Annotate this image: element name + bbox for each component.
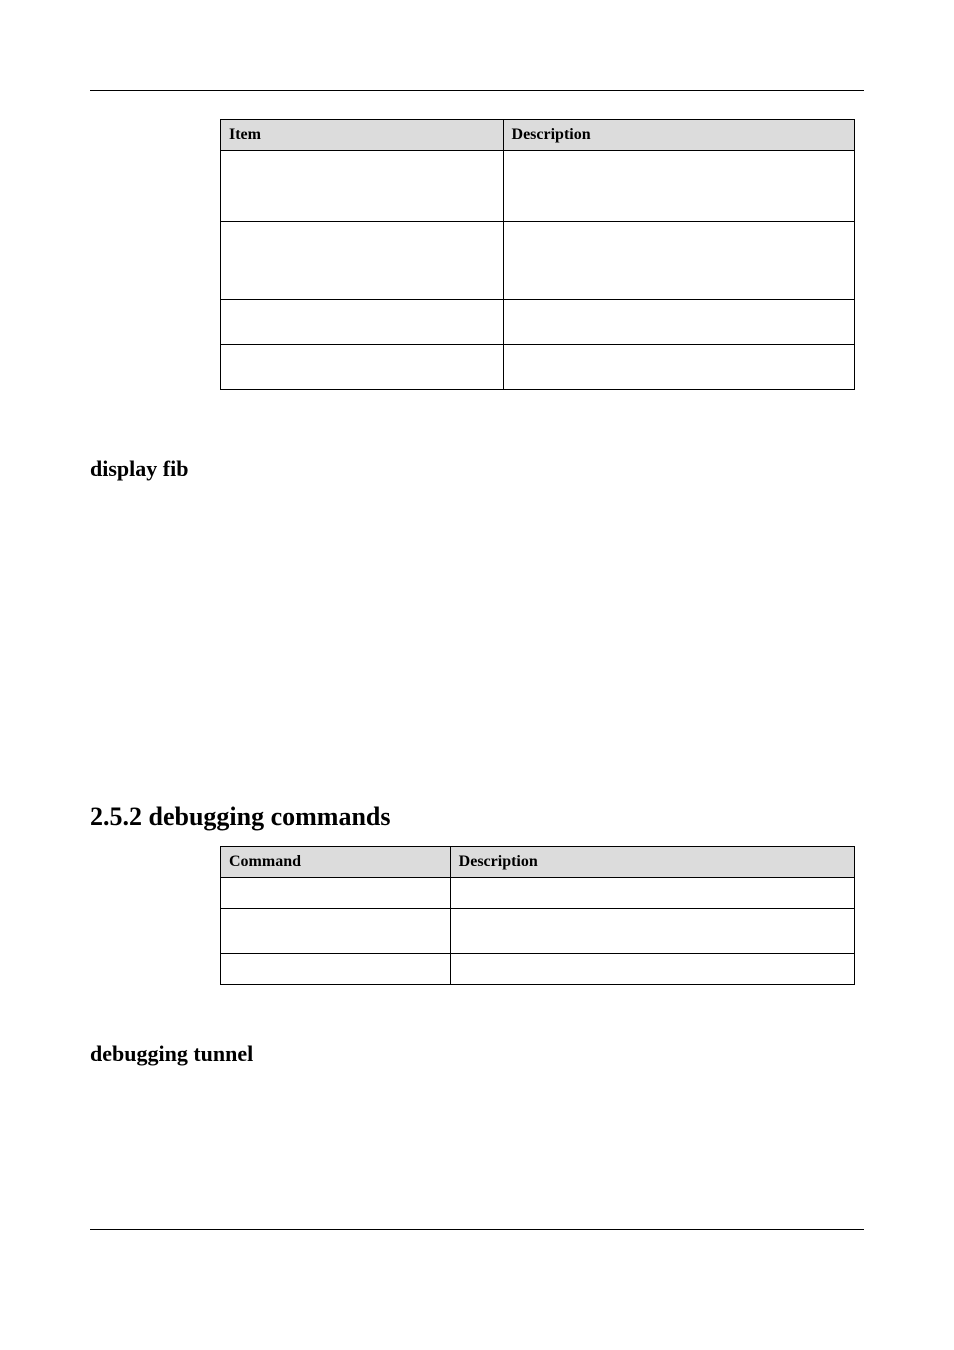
table-cell xyxy=(221,151,504,222)
table-header-item: Item xyxy=(221,120,504,151)
table-header-row: Command Description xyxy=(221,847,855,878)
table-cell xyxy=(221,222,504,300)
table-cell xyxy=(503,300,854,345)
table-header-row: Item Description xyxy=(221,120,855,151)
table-row xyxy=(221,878,855,909)
table-cell xyxy=(450,954,854,985)
table-row xyxy=(221,954,855,985)
section-heading-debugging-tunnel: debugging tunnel xyxy=(90,1041,864,1067)
table-row xyxy=(221,300,855,345)
table-cell xyxy=(503,345,854,390)
table-cell xyxy=(503,222,854,300)
table-header-description: Description xyxy=(503,120,854,151)
table-cell xyxy=(221,300,504,345)
table-cell xyxy=(221,878,451,909)
table-cell xyxy=(221,909,451,954)
command-description-table: Command Description xyxy=(220,846,855,985)
table-header-description: Description xyxy=(450,847,854,878)
top-horizontal-rule xyxy=(90,90,864,91)
table-row xyxy=(221,222,855,300)
table-header-command: Command xyxy=(221,847,451,878)
table-cell xyxy=(221,345,504,390)
table-cell xyxy=(450,909,854,954)
table-cell xyxy=(503,151,854,222)
table-cell xyxy=(450,878,854,909)
item-description-table: Item Description xyxy=(220,119,855,390)
table-cell xyxy=(221,954,451,985)
table-row xyxy=(221,151,855,222)
bottom-horizontal-rule xyxy=(90,1229,864,1230)
section-heading-252: 2.5.2 debugging commands xyxy=(90,802,864,832)
table-row xyxy=(221,345,855,390)
table-row xyxy=(221,909,855,954)
section-heading-display-fib: display fib xyxy=(90,456,864,482)
